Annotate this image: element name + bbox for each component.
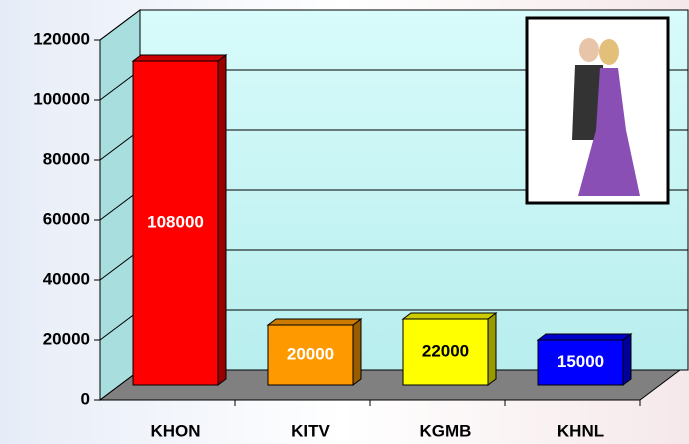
bar-top: [266, 318, 363, 326]
y-tick-label: 40000: [43, 269, 90, 288]
y-tick-label: 0: [81, 389, 90, 408]
y-tick-label: 60000: [43, 209, 90, 228]
grid-line: [99, 9, 141, 41]
value-label: 108000: [147, 212, 204, 231]
bar-side: [622, 333, 632, 386]
y-tick-label: 80000: [43, 149, 90, 168]
y-tick-label: 120000: [33, 29, 90, 48]
photo: [525, 16, 670, 205]
bar-front: [132, 60, 219, 386]
bar-side: [352, 318, 362, 386]
x-tick-label: KITV: [291, 421, 330, 440]
bar-side: [217, 54, 227, 386]
photo-person: [599, 39, 619, 65]
bar-top: [536, 333, 633, 341]
bar-front: [402, 318, 489, 386]
bar-top: [401, 312, 498, 320]
bar-side: [487, 312, 497, 386]
bar: [266, 318, 363, 386]
bars: 108000 20000 22000 15000: [131, 54, 633, 386]
y-tick-label: 20000: [43, 329, 90, 348]
bar-front: [267, 324, 354, 386]
bar: [536, 333, 633, 386]
y-tick-label: 100000: [33, 89, 90, 108]
x-tick-label: KGMB: [420, 421, 472, 440]
photo-person: [578, 68, 640, 196]
value-label: 20000: [287, 344, 334, 363]
photo-person: [579, 38, 599, 62]
value-label: 22000: [422, 341, 469, 360]
bar-front: [537, 339, 624, 386]
bar-top: [131, 54, 228, 62]
x-tick-label: KHNL: [557, 421, 604, 440]
x-tick-label: KHON: [150, 421, 200, 440]
bar: [401, 312, 498, 386]
bar: [131, 54, 228, 386]
value-label: 15000: [557, 352, 604, 371]
